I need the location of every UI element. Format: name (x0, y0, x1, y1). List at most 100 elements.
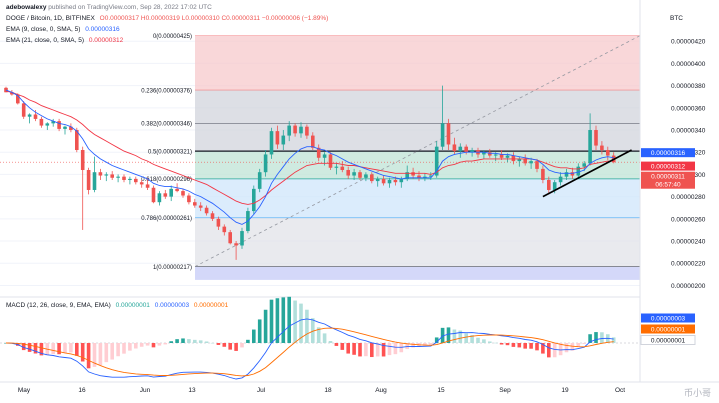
price-tick-label: 0.00000400 (671, 61, 706, 68)
macd-histogram-bar (440, 327, 445, 343)
candle-body (169, 188, 173, 197)
candle-body (552, 182, 557, 190)
candle-body (27, 114, 32, 117)
candle-body (606, 150, 610, 156)
candle-body (222, 226, 227, 233)
macd-histogram-bar (499, 343, 504, 345)
candle-body (16, 94, 20, 104)
candle-body (69, 126, 73, 131)
candle-body (440, 123, 445, 147)
candle-body (364, 174, 368, 178)
macd-histogram-bar (299, 303, 303, 343)
macd-histogram-bar (452, 329, 457, 343)
candle-body (198, 205, 203, 208)
macd-histogram-bar (405, 343, 409, 350)
candle-body (470, 150, 474, 153)
candle-body (458, 146, 463, 152)
ema21-label: EMA (21, close, 0, SMA, 5) (6, 37, 85, 44)
macd-value-2: 0.00000003 (154, 302, 190, 309)
candle-body (340, 166, 345, 170)
support-trendline (542, 149, 632, 198)
price-badge-label: 0.00000316 (651, 150, 686, 157)
fib-zone (195, 217, 640, 267)
macd-histogram-bar (187, 339, 191, 343)
candle-body (334, 166, 339, 168)
trend-drawings (542, 149, 632, 198)
macd-histogram-bar (175, 339, 179, 343)
watermark: 币小哥 (683, 388, 711, 398)
candle-body (322, 154, 327, 158)
ema21-value: 0.00000312 (88, 37, 124, 44)
macd-line (5, 318, 614, 380)
time-tick-label: 19 (561, 387, 569, 394)
price-tick-label: 0.00000360 (671, 105, 706, 112)
candle-body (434, 146, 439, 176)
candle-body (63, 126, 67, 129)
price-badge-label: 0.00000311 (651, 174, 685, 181)
candle-body (523, 158, 527, 164)
macd-histogram-bar (482, 339, 486, 343)
macd-label: MACD (12, 26, close, 9, EMA, EMA) (6, 302, 111, 309)
macd-histogram-bar (488, 341, 492, 343)
price-tick-label: 0.00000280 (671, 194, 706, 201)
macd-histogram-bar (240, 343, 244, 348)
candle-body (499, 154, 504, 158)
macd-histogram-bar (611, 337, 616, 343)
ema-lines (5, 89, 614, 225)
price-tick-label: 0.00000260 (671, 216, 706, 223)
price-badge (641, 148, 695, 158)
macd-badge (641, 313, 695, 323)
candle-body (582, 163, 586, 167)
price-axis: 0.00000420 0.00000400 0.00000380 0.00000360… (639, 0, 706, 382)
fib-level-label: 0.618(0.00000296) (141, 177, 192, 183)
macd-histogram-bar (92, 343, 97, 367)
candle-body (151, 187, 156, 203)
author[interactable]: adebowalexy (6, 4, 47, 11)
candle-body (45, 123, 50, 126)
candle-body (128, 178, 132, 180)
candle-body (86, 169, 91, 190)
macd-badge-label: 0.00000001 (651, 337, 686, 344)
fib-zone (195, 123, 640, 152)
macd-histogram-bar (75, 343, 79, 356)
author-line: adebowalexy published on TradingView.com… (6, 4, 212, 12)
candle-body (588, 130, 592, 164)
candle-body (517, 158, 522, 162)
macd-histogram-bar (464, 333, 468, 343)
macd-histogram-bar (582, 343, 586, 344)
candle-body (423, 176, 427, 178)
candle-body (104, 174, 109, 176)
macd-histogram-bar (411, 343, 415, 348)
macd-histogram-bar (429, 343, 433, 345)
ema9-value: 0.00000316 (85, 26, 120, 33)
candle-body (600, 145, 604, 151)
candle-body (116, 176, 120, 178)
macd-histogram-bar (370, 343, 374, 358)
macd-histogram-bar (446, 327, 451, 343)
candle-body (263, 154, 268, 173)
macd-histogram-bar (393, 343, 398, 355)
macd-histogram-bar (39, 343, 44, 356)
macd-histogram-bar (222, 343, 227, 347)
macd-histogram-bar (311, 318, 315, 343)
fib-zone (195, 266, 640, 280)
candle-body (252, 188, 256, 212)
ema9-line (5, 89, 614, 225)
macd-histogram-bar (517, 343, 522, 348)
currency-label: BTC (670, 15, 683, 22)
candle-body (257, 172, 262, 189)
time-tick-label: Oct (615, 387, 625, 394)
time-tick-label: May (18, 387, 31, 394)
macd-histogram-bar (263, 309, 268, 343)
publish-info: published on TradingView.com, Sep 28, 20… (48, 4, 212, 11)
time-tick-label: Jun (140, 387, 151, 394)
macd-histogram-bar (381, 343, 386, 357)
macd-histogram-bar (458, 330, 463, 343)
fib-level-label: 1(0.00000217) (153, 265, 192, 271)
macd-histogram-bar (246, 339, 250, 343)
candle-body (493, 154, 498, 156)
candle-body (210, 213, 215, 219)
macd-histogram-bar (145, 343, 150, 346)
macd-badge-label: 0.00000001 (651, 326, 686, 333)
candle-body (75, 130, 79, 151)
